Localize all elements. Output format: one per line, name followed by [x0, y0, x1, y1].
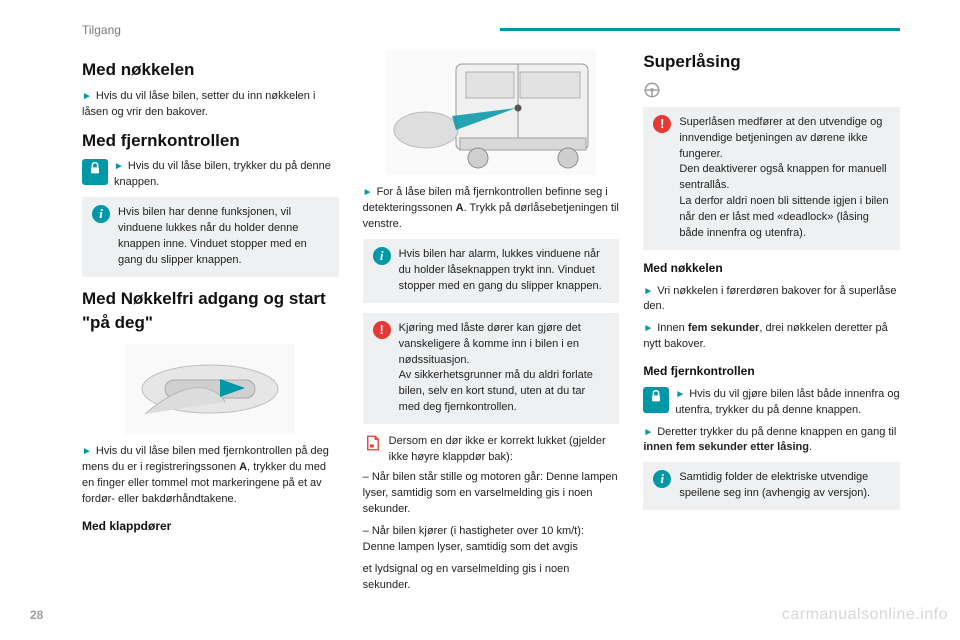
bullet-icon: ► — [675, 389, 685, 400]
header-accent-rule — [500, 28, 900, 31]
remote-lock-text: ►Hvis du vil låse bilen, trykker du på d… — [114, 159, 339, 191]
para-continued: et lydsignal og en varselmelding gis i n… — [363, 562, 620, 594]
door-ajar-still: – Når bilen står stille og motoren går: … — [363, 470, 620, 518]
heading-sliding-doors: Med klappdører — [82, 518, 339, 535]
para-super-key-b: ►Innen fem sekunder, drei nøkkelen deret… — [643, 321, 900, 353]
lock-icon — [82, 159, 108, 185]
heading-super-key: Med nøkkelen — [643, 260, 900, 277]
bullet-icon: ► — [643, 427, 653, 438]
steering-wheel-icon — [643, 81, 663, 101]
para-key-lock: ►Hvis du vil låse bilen, setter du inn n… — [82, 89, 339, 121]
door-ajar-icon — [363, 434, 383, 454]
figure-door-handle — [125, 344, 295, 434]
super-remote-text-a: ►Hvis du vil gjøre bilen låst både innen… — [675, 387, 900, 419]
bullet-icon: ► — [643, 286, 653, 297]
heading-with-key: Med nøkkelen — [82, 58, 339, 83]
super-remote-text-b: ►Deretter trykker du på denne knappen en… — [643, 425, 900, 457]
para-super-key-a: ►Vri nøkkelen i førerdøren bakover for å… — [643, 284, 900, 316]
door-ajar-moving: – Når bilen kjører (i hastigheter over 1… — [363, 524, 620, 556]
super-remote-row: ►Hvis du vil gjøre bilen låst både innen… — [643, 387, 900, 419]
lock-icon — [643, 387, 669, 413]
bullet-icon: ► — [114, 161, 124, 172]
info-remote-windows: Hvis bilen har denne funksjonen, vil vin… — [82, 197, 339, 277]
bullet-icon: ► — [82, 91, 92, 102]
remote-lock-row: ►Hvis du vil låse bilen, trykker du på d… — [82, 159, 339, 191]
bullet-icon: ► — [82, 446, 92, 457]
heading-super-remote: Med fjernkontrollen — [643, 363, 900, 380]
watermark: carmanualsonline.info — [782, 603, 948, 626]
section-header: Tilgang — [82, 22, 121, 39]
info-alarm-windows: Hvis bilen har alarm, lukkes vinduene nå… — [363, 239, 620, 303]
warn-superlock: Superlåsen medfører at den utvendige og … — [643, 107, 900, 251]
para-keyless: ►Hvis du vil låse bilen med fjernkontrol… — [82, 444, 339, 508]
door-ajar-row: Dersom en dør ikke er korrekt lukket (gj… — [363, 434, 620, 466]
heading-with-remote: Med fjernkontrollen — [82, 129, 339, 154]
bullet-icon: ► — [643, 323, 653, 334]
page-number: 28 — [30, 607, 43, 624]
heading-superlock: Superlåsing — [643, 50, 900, 75]
figure-van-rear — [386, 50, 596, 175]
bullet-icon: ► — [363, 187, 373, 198]
heading-keyless: Med Nøkkelfri adgang og start "på deg" — [82, 287, 339, 336]
warn-locked-doors: Kjøring med låste dører kan gjøre det va… — [363, 313, 620, 425]
para-sliding-lock: ►For å låse bilen må fjernkontrollen bef… — [363, 185, 620, 233]
door-ajar-text: Dersom en dør ikke er korrekt lukket (gj… — [389, 434, 620, 466]
info-mirrors: Samtidig folder de elektriske utvendige … — [643, 462, 900, 510]
page-columns: Med nøkkelen ►Hvis du vil låse bilen, se… — [82, 50, 900, 600]
